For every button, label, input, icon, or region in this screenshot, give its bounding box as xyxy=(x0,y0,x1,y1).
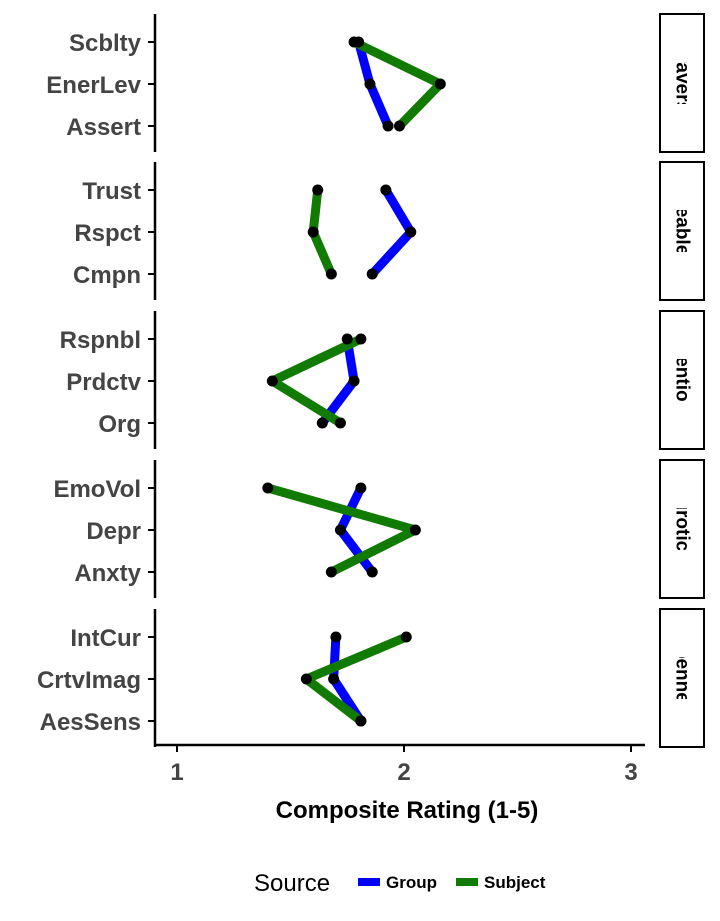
point-subject-trust xyxy=(312,184,324,196)
point-subject-intcur xyxy=(400,631,412,643)
panel-conscientiousness: Rspnbl Prdctv Org Conscientiousness xyxy=(60,293,705,467)
y-tick-label-aessens: AesSens xyxy=(40,709,141,736)
legend: Source Group Subject xyxy=(254,870,546,897)
strip-box-openness xyxy=(659,608,705,748)
y-tick-label-rspct: Rspct xyxy=(74,220,141,247)
panel-extraversion: Scblty EnerLev Assert Extraversion xyxy=(46,13,705,153)
y-tick-label-assert: Assert xyxy=(66,114,141,141)
y-tick-label-anxty: Anxty xyxy=(74,560,141,587)
strip-label-neuroticism: Neuroticism xyxy=(672,474,693,584)
facet-panels: Scblty EnerLev Assert Extraversion Trust Rspc… xyxy=(37,13,705,748)
point-group-org xyxy=(316,417,328,429)
strip-label-extraversion: Extraversion xyxy=(672,25,693,140)
legend-label-group: Group xyxy=(386,873,437,892)
strip-box-conscientiousness xyxy=(659,310,705,450)
point-subject-emovol xyxy=(262,482,274,494)
panel-openness: IntCur CrtvImag AesSens Openness xyxy=(37,608,705,748)
x-axis-title: Composite Rating (1-5) xyxy=(276,797,539,824)
point-subject-prdctv xyxy=(266,375,278,387)
point-subject-enerlev xyxy=(434,78,446,90)
strip-box-extraversion xyxy=(659,13,705,153)
x-tick-label-2: 2 xyxy=(397,759,410,786)
strip-box-neuroticism xyxy=(659,459,705,599)
point-subject-crtvimag xyxy=(300,673,312,685)
strip-label-openness: Openness xyxy=(672,632,693,724)
y-tick-label-rspnbl: Rspnbl xyxy=(60,327,141,354)
strip-label-conscientiousness: Conscientiousness xyxy=(672,293,693,467)
y-tick-label-emovol: EmoVol xyxy=(53,476,141,503)
point-subject-anxty xyxy=(325,566,337,578)
point-group-prdctv xyxy=(348,375,360,387)
x-axis: 1 2 3 xyxy=(154,743,645,786)
y-tick-label-cmpn: Cmpn xyxy=(73,262,141,289)
legend-label-subject: Subject xyxy=(484,873,546,892)
point-group-trust xyxy=(380,184,392,196)
point-group-emovol xyxy=(355,482,367,494)
panel-neuroticism: EmoVol Depr Anxty Neuroticism xyxy=(53,459,705,599)
point-subject-assert xyxy=(393,120,405,132)
y-tick-label-org: Org xyxy=(98,411,141,438)
y-tick-label-crtvimag: CrtvImag xyxy=(37,667,141,694)
point-group-cmpn xyxy=(366,268,378,280)
point-subject-cmpn xyxy=(325,268,337,280)
point-subject-aessens xyxy=(355,715,367,727)
point-subject-rspnbl xyxy=(355,333,367,345)
point-group-anxty xyxy=(366,566,378,578)
point-group-assert xyxy=(382,120,394,132)
point-subject-depr xyxy=(409,524,421,536)
y-tick-label-prdctv: Prdctv xyxy=(66,369,141,396)
strip-box-agreeableness xyxy=(659,161,705,301)
point-subject-org xyxy=(334,417,346,429)
point-subject-rspct xyxy=(307,226,319,238)
x-tick-label-3: 3 xyxy=(624,759,637,786)
point-group-rspnbl xyxy=(341,333,353,345)
point-group-enerlev xyxy=(364,78,376,90)
point-group-depr xyxy=(334,524,346,536)
series-line-group-agreeableness xyxy=(368,187,416,278)
y-tick-label-scblty: Scblty xyxy=(69,30,142,57)
x-tick-label-1: 1 xyxy=(170,759,183,786)
y-tick-label-trust: Trust xyxy=(82,178,141,205)
strip-label-agreeableness: Agreeableness xyxy=(672,163,693,298)
y-tick-label-depr: Depr xyxy=(86,518,141,545)
legend-title: Source xyxy=(254,870,330,897)
y-tick-label-intcur: IntCur xyxy=(70,625,141,652)
point-group-rspct xyxy=(405,226,417,238)
point-subject-scblty xyxy=(348,36,360,48)
panel-agreeableness: Trust Rspct Cmpn Agreeableness xyxy=(73,161,705,301)
point-group-intcur xyxy=(330,631,342,643)
point-group-crtvimag xyxy=(328,673,340,685)
y-tick-label-enerlev: EnerLev xyxy=(46,72,141,99)
